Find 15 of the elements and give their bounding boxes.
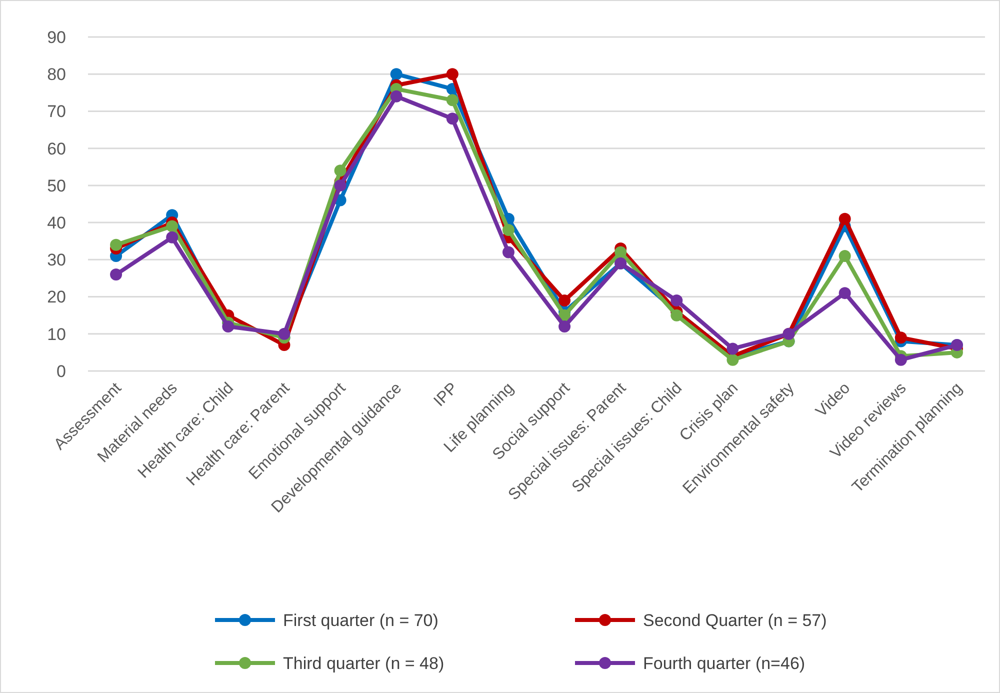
x-tick-label: IPP: [430, 380, 462, 410]
y-tick-label: 60: [47, 139, 66, 158]
y-tick-label: 30: [47, 250, 66, 270]
y-tick-label: 20: [47, 288, 66, 307]
y-tick-label: 80: [47, 65, 66, 84]
y-tick-label: 90: [47, 28, 66, 47]
legend-label: Third quarter (n = 48): [283, 654, 444, 673]
legend-label: First quarter (n = 70): [283, 610, 438, 630]
legend-label: Second Quarter (n = 57): [643, 610, 827, 630]
legend-label: Fourth quarter (n=46): [643, 654, 806, 673]
y-tick-label: 50: [47, 176, 66, 196]
y-tick-label: 40: [47, 214, 66, 233]
y-tick-label: 70: [47, 102, 66, 122]
y-tick-label: 0: [56, 362, 66, 381]
y-tick-label: 10: [47, 324, 66, 344]
